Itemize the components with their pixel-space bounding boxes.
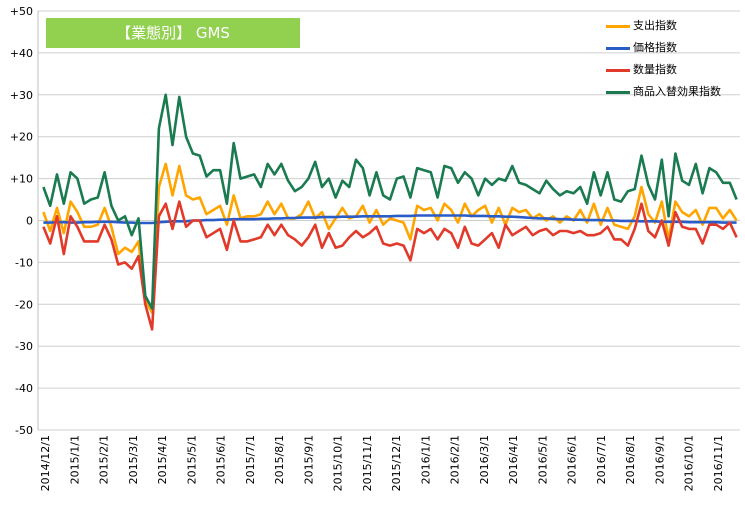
y-tick-label: -10 xyxy=(15,256,33,269)
legend-swatch-replacement xyxy=(606,91,630,94)
x-tick-label: 2015/6/1 xyxy=(215,435,228,484)
x-tick-label: 2015/4/1 xyxy=(156,435,169,484)
series-lines xyxy=(42,93,738,331)
x-tick-label: 2016/4/1 xyxy=(507,435,520,484)
x-tick-label: 2015/9/1 xyxy=(302,435,315,484)
y-tick-label: +30 xyxy=(10,89,33,102)
y-tick-label: +20 xyxy=(10,131,33,144)
y-tick-label: -50 xyxy=(15,424,33,437)
legend-swatch-spending xyxy=(606,25,630,28)
x-tick-label: 2016/8/1 xyxy=(624,435,637,484)
legend-label-quantity: 数量指数 xyxy=(633,63,677,76)
series-line-3 xyxy=(42,93,738,310)
x-tick-label: 2016/7/1 xyxy=(595,435,608,484)
x-tick-label: 2015/5/1 xyxy=(185,435,198,484)
y-tick-label: -20 xyxy=(15,298,33,311)
x-tick-label: 2016/10/1 xyxy=(683,435,696,491)
x-tick-label: 2016/9/1 xyxy=(653,435,666,484)
x-tick-label: 2016/2/1 xyxy=(449,435,462,484)
x-tick-label: 2015/1/1 xyxy=(68,435,81,484)
x-tick-label: 2015/2/1 xyxy=(98,435,111,484)
x-tick-label: 2015/10/1 xyxy=(332,435,345,491)
x-tick-label: 2015/3/1 xyxy=(127,435,140,484)
y-tick-label: 0 xyxy=(26,215,33,228)
y-tick-label: +10 xyxy=(10,173,33,186)
chart-title: 【業態別】 GMS xyxy=(46,18,300,48)
x-axis-ticks: 2014/12/1 2015/1/1 2015/2/1 2015/3/1 2015/4/… xyxy=(39,435,725,491)
series-line-2 xyxy=(42,200,738,331)
series-line-0 xyxy=(42,162,738,315)
legend-swatch-price xyxy=(606,47,630,50)
x-tick-label: 2014/12/1 xyxy=(39,435,52,491)
x-tick-label: 2015/7/1 xyxy=(244,435,257,484)
legend-label-spending: 支出指数 xyxy=(633,19,677,32)
y-tick-label: -30 xyxy=(15,340,33,353)
legend-label-replacement: 商品入替効果指数 xyxy=(633,85,721,98)
y-tick-label: -40 xyxy=(15,382,33,395)
legend-swatch-quantity xyxy=(606,69,630,72)
x-tick-label: 2016/11/1 xyxy=(712,435,725,491)
y-tick-label: +50 xyxy=(10,5,33,18)
x-tick-label: 2015/8/1 xyxy=(273,435,286,484)
x-tick-label: 2015/11/1 xyxy=(361,435,374,491)
legend-label-price: 価格指数 xyxy=(633,41,677,54)
x-tick-label: 2016/5/1 xyxy=(536,435,549,484)
x-tick-label: 2016/1/1 xyxy=(419,435,432,484)
x-tick-label: 2016/3/1 xyxy=(478,435,491,484)
x-tick-label: 2015/12/1 xyxy=(390,435,403,491)
x-tick-label: 2016/6/1 xyxy=(566,435,579,484)
y-tick-label: +40 xyxy=(10,47,33,60)
y-axis-ticks: +50 +40 +30 +20 +10 0 -10 -20 -30 -40 -50 xyxy=(10,5,33,437)
